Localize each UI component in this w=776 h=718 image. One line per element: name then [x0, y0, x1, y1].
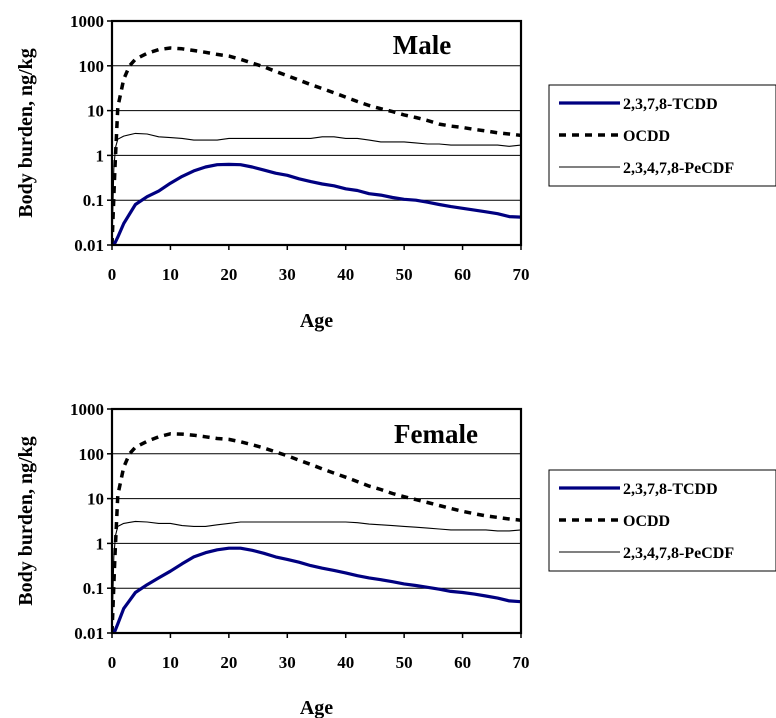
- x-tick-label: 0: [108, 653, 117, 672]
- x-tick-label: 0: [108, 265, 117, 284]
- x-axis-title: Age: [300, 310, 333, 332]
- x-tick-label: 60: [454, 265, 471, 284]
- chart-panel-1: 0.01 0.1 1 10 100 1000 0 10 20 30 40 50 60 70 Male Age B…: [15, 12, 776, 332]
- x-tick-label: 10: [162, 265, 179, 284]
- x-tick-label: 40: [337, 653, 354, 672]
- x-tick-label: 60: [454, 653, 471, 672]
- y-axis-title: Body burden, ng/kg: [15, 436, 37, 606]
- chart-panel-2: 0.01 0.1 1 10 100 1000 0 10 20 30 40 50 60 70 Female Ag…: [15, 400, 776, 718]
- legend-label-1: 2,3,7,8-TCDD: [623, 481, 718, 498]
- x-tick-label: 70: [513, 653, 530, 672]
- legend-label-3: 2,3,4,7,8-PeCDF: [623, 160, 734, 177]
- y-tick-label: 0.01: [74, 624, 104, 643]
- x-tick-label: 70: [513, 265, 530, 284]
- y-axis-title: Body burden, ng/kg: [15, 48, 37, 218]
- y-tick-label: 1: [96, 534, 105, 553]
- y-tick-label: 1: [96, 146, 105, 165]
- chart-title: Female: [394, 419, 478, 449]
- series-line-1: [112, 546, 521, 633]
- x-tick-label: 30: [279, 265, 296, 284]
- x-tick-label: 20: [220, 265, 237, 284]
- legend-label-2: OCDD: [623, 513, 670, 530]
- x-tick-label: 50: [396, 653, 413, 672]
- y-tick-label: 100: [79, 57, 105, 76]
- series-line-2: [112, 432, 521, 633]
- series-line-2: [112, 46, 521, 245]
- x-tick-label: 50: [396, 265, 413, 284]
- legend: 2,3,7,8-TCDD OCDD 2,3,4,7,8-PeCDF: [548, 84, 776, 187]
- y-tick-label: 1000: [70, 12, 104, 31]
- y-tick-label: 0.01: [74, 236, 104, 255]
- series-line-3: [112, 520, 521, 633]
- legend: 2,3,7,8-TCDD OCDD 2,3,4,7,8-PeCDF: [548, 469, 776, 572]
- plot-frame: [110, 19, 523, 247]
- x-tick-label: 20: [220, 653, 237, 672]
- plot-frame: [110, 407, 523, 635]
- x-axis-title: Age: [300, 697, 333, 718]
- x-tick-label: 10: [162, 653, 179, 672]
- y-tick-label: 10: [87, 102, 104, 121]
- y-tick-label: 100: [79, 445, 105, 464]
- y-tick-label: 1000: [70, 400, 104, 419]
- y-tick-label: 0.1: [83, 579, 104, 598]
- x-tick-label: 30: [279, 653, 296, 672]
- legend-label-3: 2,3,4,7,8-PeCDF: [623, 545, 734, 562]
- legend-label-1: 2,3,7,8-TCDD: [623, 96, 718, 113]
- series-line-1: [112, 162, 521, 245]
- series-line-3: [112, 132, 521, 245]
- y-tick-label: 10: [87, 490, 104, 509]
- legend-label-2: OCDD: [623, 128, 670, 145]
- chart-title: Male: [393, 30, 451, 60]
- y-tick-label: 0.1: [83, 191, 104, 210]
- x-tick-label: 40: [337, 265, 354, 284]
